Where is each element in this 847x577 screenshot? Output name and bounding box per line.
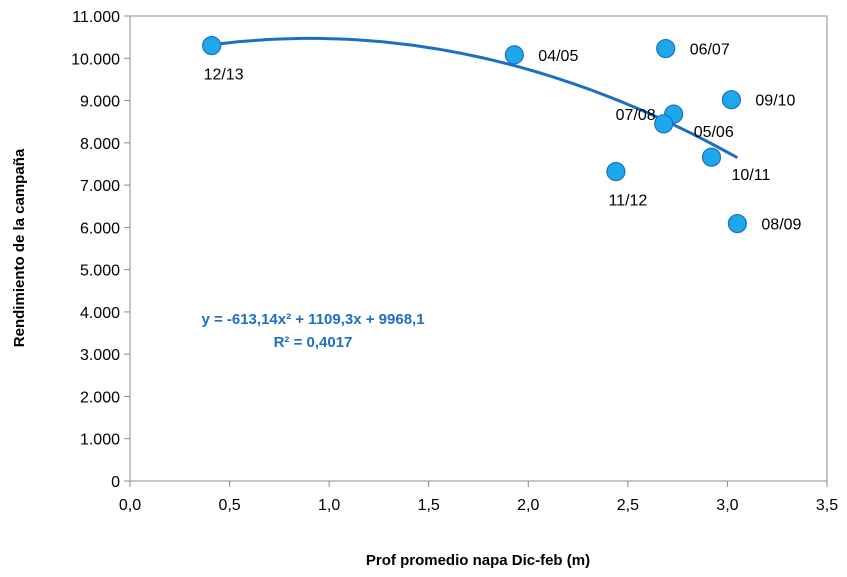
y-tick-label: 1.000 xyxy=(80,432,120,449)
trendline xyxy=(211,36,739,160)
data-point xyxy=(721,90,742,110)
x-tick-label: 3,0 xyxy=(716,497,738,514)
y-tick-label: 9.000 xyxy=(80,94,120,111)
x-tick-label: 2,5 xyxy=(617,497,639,514)
x-axis: 0,0 0,5 1,0 1,5 2,0 2,5 3,0 3,5 xyxy=(119,481,838,514)
y-tick-label: 11.000 xyxy=(72,9,120,26)
y-tick-label: 6.000 xyxy=(80,220,120,237)
point-label: 07/08 xyxy=(616,107,656,124)
y-tick-label: 10.000 xyxy=(71,51,120,68)
point-label: 10/11 xyxy=(732,167,771,184)
point-labels: 12/13 04/05 06/07 09/10 05/06 07/08 10/11 11/12… xyxy=(204,42,802,234)
point-label: 08/09 xyxy=(761,217,801,234)
point-label: 11/12 xyxy=(608,193,647,210)
point-label: 05/06 xyxy=(694,124,734,141)
x-tick-label: 1,5 xyxy=(418,497,440,514)
data-point xyxy=(606,161,626,182)
data-point xyxy=(202,35,222,56)
x-tick-label: 1,0 xyxy=(318,497,340,514)
data-point xyxy=(656,38,676,59)
point-label: 09/10 xyxy=(755,93,795,110)
x-tick-label: 0,0 xyxy=(119,497,141,514)
y-tick-label: 7.000 xyxy=(80,178,120,195)
point-label: 06/07 xyxy=(690,42,730,59)
data-point xyxy=(654,114,674,134)
y-tick-label: 2.000 xyxy=(80,389,120,406)
y-tick-label: 5.000 xyxy=(80,263,120,280)
x-tick-label: 0,5 xyxy=(218,497,240,514)
data-point xyxy=(504,45,524,65)
y-tick-label: 0 xyxy=(111,474,120,491)
data-point xyxy=(727,213,747,234)
y-axis-title: Rendimiento de la campaña xyxy=(11,148,28,347)
y-tick-label: 4.000 xyxy=(80,305,120,322)
y-tick-label: 3.000 xyxy=(80,347,120,364)
x-tick-label: 2,0 xyxy=(517,497,539,514)
y-tick-label: 8.000 xyxy=(80,136,120,153)
y-axis: 0 1.000 2.000 3.000 4.000 5.000 6.000 7.000 8.00… xyxy=(71,9,130,491)
x-axis-title: Prof promedio napa Dic-feb (m) xyxy=(366,552,590,569)
data-points xyxy=(202,35,747,234)
plot-area xyxy=(129,15,828,482)
data-point xyxy=(701,147,722,167)
point-label: 04/05 xyxy=(538,48,578,65)
trendline-equation: y = -613,14x² + 1109,3x + 9968,1 xyxy=(201,311,424,328)
x-tick-label: 3,5 xyxy=(816,497,838,514)
point-label: 12/13 xyxy=(204,67,244,84)
trendline-r2: R² = 0,4017 xyxy=(274,334,353,351)
